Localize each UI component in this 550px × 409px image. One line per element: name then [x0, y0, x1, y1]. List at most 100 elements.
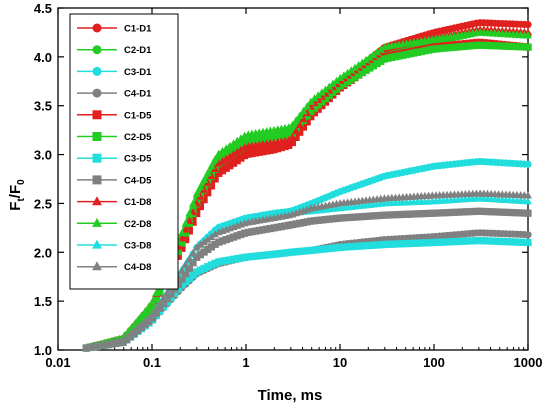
data-point	[384, 54, 392, 62]
data-point	[421, 239, 429, 247]
x-tick-label: 10	[333, 355, 347, 370]
data-point	[119, 336, 128, 344]
data-point	[274, 223, 282, 231]
legend-marker	[92, 45, 102, 55]
data-point	[465, 237, 473, 245]
data-point	[303, 218, 311, 226]
series-C3-D5	[82, 237, 532, 352]
data-point	[417, 210, 425, 218]
data-point	[270, 250, 278, 258]
data-point	[494, 42, 503, 50]
data-point	[299, 106, 308, 115]
data-point	[413, 210, 422, 218]
data-point	[388, 211, 396, 219]
data-point	[355, 71, 363, 79]
data-point	[218, 167, 227, 175]
data-point	[266, 224, 274, 233]
data-point	[461, 208, 470, 216]
legend-label: C4-D8	[124, 262, 151, 273]
data-point	[502, 208, 510, 216]
data-point	[299, 123, 308, 131]
data-point	[391, 211, 400, 219]
data-point	[263, 135, 271, 143]
data-point	[156, 304, 164, 312]
data-point	[454, 237, 462, 246]
legend-marker	[92, 23, 102, 33]
data-point	[465, 42, 473, 50]
data-point	[178, 281, 186, 289]
data-point	[255, 226, 263, 235]
data-point	[524, 209, 532, 217]
data-point	[192, 189, 201, 197]
legend-item: C2-D5	[77, 132, 152, 143]
data-point	[211, 259, 219, 267]
data-point	[447, 238, 455, 246]
data-point	[299, 218, 308, 227]
legend-label: C2-D5	[124, 132, 152, 143]
data-point	[263, 225, 271, 233]
y-tick-label: 1.0	[34, 343, 52, 358]
data-point	[214, 159, 223, 167]
data-point	[384, 211, 392, 219]
x-tick-label: 100	[423, 355, 445, 370]
data-point	[141, 312, 149, 321]
data-point	[469, 42, 477, 50]
data-point	[185, 264, 193, 272]
data-point	[295, 120, 304, 129]
data-point	[391, 240, 400, 248]
data-point	[167, 290, 175, 298]
data-point	[259, 226, 267, 234]
data-point	[376, 45, 385, 53]
data-point	[524, 191, 532, 199]
data-point	[336, 73, 345, 82]
data-point	[509, 209, 517, 217]
data-point	[178, 244, 186, 252]
data-point	[373, 48, 382, 56]
data-point	[321, 215, 330, 224]
data-point	[211, 155, 220, 163]
data-point	[200, 185, 209, 193]
data-point	[321, 95, 330, 103]
data-point	[277, 132, 285, 140]
data-point	[399, 51, 407, 59]
legend-label: C1-D8	[124, 197, 151, 208]
data-point	[402, 210, 411, 218]
data-point	[152, 296, 160, 304]
data-point	[196, 251, 205, 259]
data-point	[332, 214, 341, 223]
data-point	[189, 199, 198, 207]
data-point	[203, 168, 212, 177]
y-tick-label: 2.0	[34, 245, 52, 260]
data-point	[487, 237, 495, 245]
data-point	[259, 251, 267, 260]
legend-label: C1-D5	[124, 110, 152, 121]
data-point	[207, 261, 216, 269]
data-point	[292, 116, 301, 124]
data-point	[244, 253, 252, 261]
data-point	[520, 43, 528, 51]
data-point	[226, 234, 234, 242]
data-point	[399, 210, 407, 219]
data-point	[410, 239, 418, 247]
data-point	[443, 238, 451, 246]
data-point	[487, 42, 495, 50]
data-point	[225, 141, 234, 150]
data-point	[439, 209, 447, 217]
data-point	[347, 213, 355, 221]
data-point	[329, 88, 337, 96]
data-point	[410, 49, 418, 57]
data-point	[505, 238, 514, 246]
data-point	[436, 44, 444, 53]
data-point	[425, 209, 433, 218]
data-point	[366, 241, 374, 250]
data-point	[222, 154, 231, 162]
legend-label: C3-D1	[124, 67, 152, 78]
data-point	[193, 268, 201, 276]
data-point	[193, 253, 201, 261]
data-point	[517, 43, 525, 51]
data-point	[336, 243, 344, 251]
data-point	[472, 207, 481, 215]
data-point	[252, 227, 260, 235]
data-point	[369, 241, 378, 249]
data-point	[218, 157, 227, 165]
